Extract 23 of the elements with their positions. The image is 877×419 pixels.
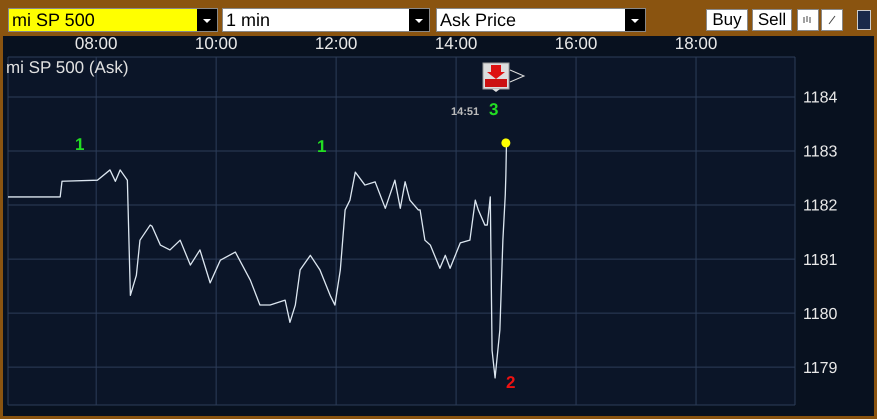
annotation: 14:51 (451, 106, 480, 118)
annotation: 3 (489, 100, 498, 120)
annotation: 1 (75, 135, 84, 155)
text: Sell (752, 9, 792, 31)
chart-title: mi SP 500 (Ask) (6, 58, 129, 78)
y-tick-label: 1181 (803, 252, 838, 269)
text: Ask Price (436, 8, 646, 32)
text: Buy (706, 9, 748, 31)
text: 1 min (222, 8, 430, 32)
y-tick-label: 1180 (803, 306, 838, 323)
x-tick-label: 12:00 (314, 34, 358, 53)
x-tick-label: 10:00 (194, 34, 238, 53)
y-tick-label: 1184 (803, 90, 838, 107)
y-tick-label: 1183 (803, 144, 838, 161)
text: mi SP 500 (8, 8, 218, 32)
annotation: 1 (317, 137, 326, 157)
x-tick-label: 08:00 (74, 34, 118, 53)
y-tick-label: 1182 (803, 198, 838, 215)
x-tick-label: 16:00 (554, 34, 598, 53)
x-tick-label: 14:00 (434, 34, 478, 53)
y-tick-label: 1179 (803, 360, 838, 377)
x-tick-label: 18:00 (674, 34, 718, 53)
annotation: 2 (506, 373, 516, 393)
